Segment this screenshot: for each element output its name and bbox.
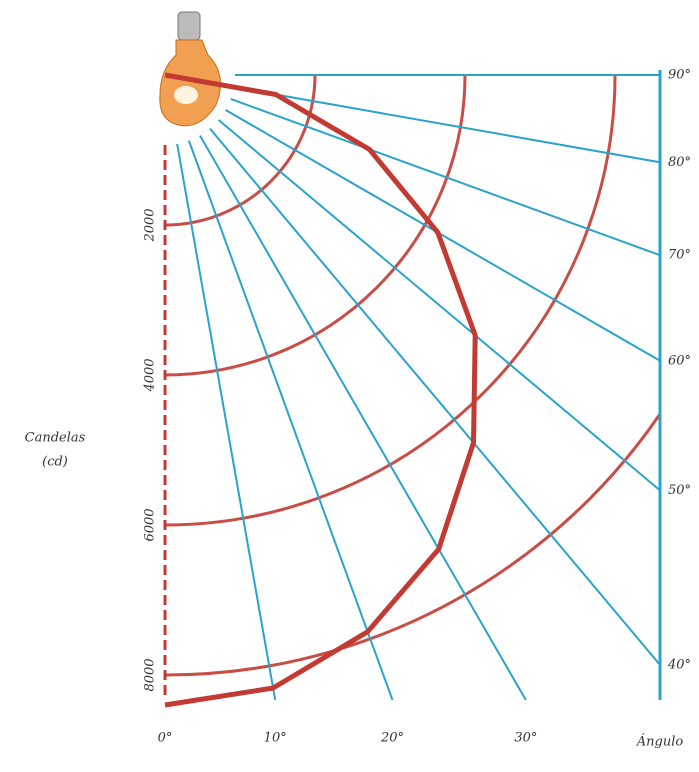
angle-tick-label: 50° <box>668 483 691 498</box>
angle-tick-label: 30° <box>514 731 537 746</box>
angle-tick-label: 70° <box>668 248 691 263</box>
angle-ray <box>177 144 275 700</box>
intensity-arc <box>165 75 699 675</box>
angle-tick-label: 10° <box>264 731 287 746</box>
angle-ray <box>200 136 526 700</box>
angle-tick-label: 40° <box>667 657 691 672</box>
r-tick-label: 6000 <box>143 508 158 541</box>
angle-tick-label: 20° <box>380 731 404 746</box>
angle-tick-label: 90° <box>668 68 691 83</box>
angle-ray <box>226 110 660 361</box>
grid <box>165 75 699 675</box>
angle-tick-label: 80° <box>668 155 691 170</box>
angle-ray <box>231 99 660 255</box>
angle-tick-label: 0° <box>158 731 173 746</box>
r-tick-label: 2000 <box>143 208 158 242</box>
r-unit: (cd) <box>42 455 68 470</box>
chart: Candelas (cd) Ángulo 2000 4000 6000 8000 0° 1… <box>0 0 699 772</box>
angle-label: Ángulo <box>636 734 684 750</box>
r-tick-label: 8000 <box>143 658 158 691</box>
r-tick-label: 4000 <box>143 358 158 392</box>
lamp <box>160 12 221 126</box>
r-label: Candelas <box>25 431 86 446</box>
angle-tick-label: 60° <box>668 353 691 368</box>
